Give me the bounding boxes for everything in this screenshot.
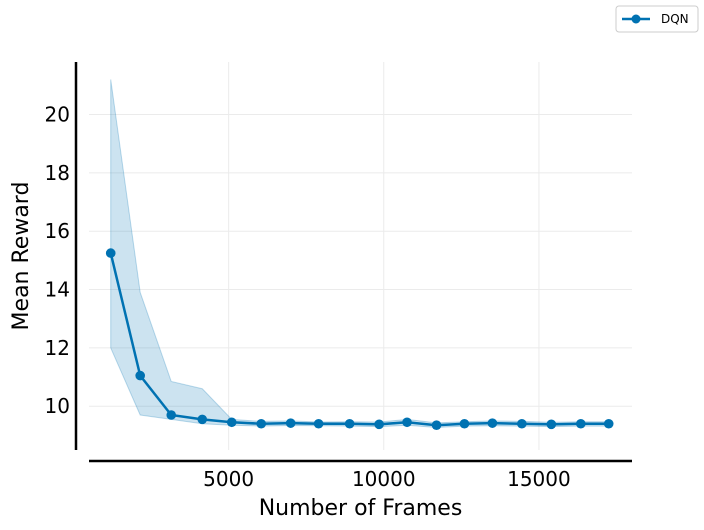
data-point	[166, 410, 177, 420]
series-band-dqn	[110, 79, 610, 429]
data-point	[431, 420, 442, 431]
series-line-dqn	[109, 252, 609, 427]
x-tick-labels: 5000 10000 15000	[203, 467, 571, 491]
grid	[89, 62, 632, 450]
y-tick-labels: 10 12 14 16 18 20	[45, 103, 70, 419]
confidence-band	[110, 79, 610, 429]
data-point	[313, 418, 324, 429]
data-point	[546, 419, 557, 430]
data-point	[517, 418, 527, 429]
y-tick-label: 16	[45, 219, 70, 243]
y-axis-label: Mean Reward	[9, 182, 34, 331]
data-point	[197, 414, 208, 425]
legend-marker	[631, 14, 641, 24]
data-point	[487, 418, 498, 428]
data-point	[105, 248, 116, 258]
data-point	[603, 418, 614, 429]
data-point	[374, 419, 384, 430]
data-point	[226, 417, 237, 428]
x-axis-label: Number of Frames	[259, 496, 463, 521]
data-point	[135, 370, 145, 381]
data-point	[256, 418, 267, 429]
data-point	[344, 418, 355, 429]
data-point	[576, 418, 586, 429]
y-tick-label: 14	[45, 278, 70, 302]
series-points	[105, 248, 614, 431]
x-tick-label: 10000	[352, 467, 416, 491]
x-tick-label: 5000	[203, 467, 254, 491]
data-point	[402, 417, 412, 428]
data-point	[459, 418, 470, 429]
y-tick-label: 12	[45, 336, 70, 360]
legend: DQN	[615, 5, 699, 33]
x-tick-label: 15000	[507, 467, 571, 491]
legend-box	[615, 5, 699, 33]
legend-label-dqn: DQN	[661, 12, 689, 26]
data-point	[285, 418, 296, 428]
y-tick-label: 18	[45, 161, 70, 185]
y-tick-label: 20	[45, 103, 70, 127]
y-tick-label: 10	[45, 394, 70, 418]
series-lines	[109, 252, 609, 427]
